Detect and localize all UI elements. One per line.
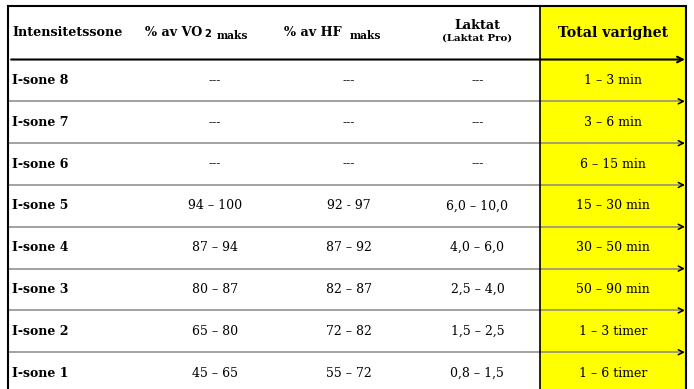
- Text: 1 – 6 timer: 1 – 6 timer: [579, 367, 647, 380]
- Text: 6,0 – 10,0: 6,0 – 10,0: [446, 200, 509, 212]
- Text: 82 – 87: 82 – 87: [325, 283, 372, 296]
- Text: 55 – 72: 55 – 72: [325, 367, 371, 380]
- Text: $_{\mathbf{2}}$: $_{\mathbf{2}}$: [204, 26, 212, 40]
- Text: I-sone 6: I-sone 6: [12, 158, 69, 170]
- Text: I-sone 5: I-sone 5: [12, 200, 69, 212]
- Text: I-sone 8: I-sone 8: [12, 74, 69, 87]
- Text: % av HF: % av HF: [284, 26, 341, 39]
- Text: ---: ---: [209, 158, 221, 170]
- Text: I-sone 1: I-sone 1: [12, 367, 69, 380]
- Text: 1,5 – 2,5: 1,5 – 2,5: [450, 325, 505, 338]
- Text: 30 – 50 min: 30 – 50 min: [576, 241, 650, 254]
- Text: I-sone 7: I-sone 7: [12, 116, 69, 129]
- Text: ---: ---: [343, 158, 355, 170]
- Bar: [540, 6, 686, 389]
- Text: maks: maks: [217, 30, 248, 41]
- Text: I-sone 2: I-sone 2: [12, 325, 69, 338]
- Text: maks: maks: [350, 30, 382, 41]
- Text: 72 – 82: 72 – 82: [325, 325, 371, 338]
- Text: ---: ---: [471, 158, 484, 170]
- Text: 87 – 92: 87 – 92: [325, 241, 371, 254]
- Text: ---: ---: [343, 116, 355, 129]
- Text: ---: ---: [471, 116, 484, 129]
- Text: 94 – 100: 94 – 100: [188, 200, 242, 212]
- Text: Intensitetssone: Intensitetssone: [12, 26, 123, 39]
- Text: ---: ---: [209, 116, 221, 129]
- Text: 1 – 3 timer: 1 – 3 timer: [579, 325, 647, 338]
- Text: 50 – 90 min: 50 – 90 min: [576, 283, 650, 296]
- Text: 2,5 – 4,0: 2,5 – 4,0: [450, 283, 505, 296]
- Text: 80 – 87: 80 – 87: [192, 283, 238, 296]
- Text: 65 – 80: 65 – 80: [192, 325, 238, 338]
- Text: 92 - 97: 92 - 97: [327, 200, 371, 212]
- Text: 4,0 – 6,0: 4,0 – 6,0: [450, 241, 505, 254]
- Text: 15 – 30 min: 15 – 30 min: [576, 200, 650, 212]
- Text: ---: ---: [471, 74, 484, 87]
- Text: Total varighet: Total varighet: [558, 26, 668, 40]
- Text: I-sone 3: I-sone 3: [12, 283, 69, 296]
- Text: % av VO: % av VO: [145, 26, 203, 39]
- Text: 6 – 15 min: 6 – 15 min: [580, 158, 646, 170]
- Text: 87 – 94: 87 – 94: [192, 241, 238, 254]
- Text: 0,8 – 1,5: 0,8 – 1,5: [450, 367, 505, 380]
- Text: Laktat: Laktat: [455, 19, 500, 32]
- Text: ---: ---: [343, 74, 355, 87]
- Text: (Laktat Pro): (Laktat Pro): [442, 34, 512, 43]
- Text: I-sone 4: I-sone 4: [12, 241, 69, 254]
- Text: ---: ---: [209, 74, 221, 87]
- Text: 45 – 65: 45 – 65: [192, 367, 238, 380]
- Text: 1 – 3 min: 1 – 3 min: [584, 74, 642, 87]
- Text: 3 – 6 min: 3 – 6 min: [584, 116, 642, 129]
